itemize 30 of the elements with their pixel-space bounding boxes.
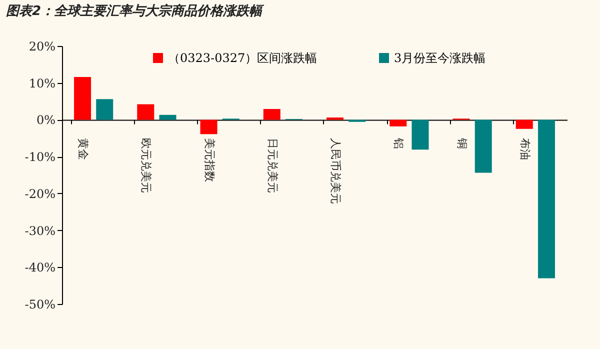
y-tick-label: 0% — [36, 113, 56, 128]
y-tick-label: 20% — [28, 40, 56, 54]
x-tick-label: 人民币兑美元 — [329, 138, 342, 204]
x-tick-label: 欧元兑美元 — [140, 138, 153, 194]
bar — [516, 120, 533, 129]
y-tick-label: -50% — [24, 298, 56, 312]
bar — [538, 120, 555, 278]
bar — [263, 109, 280, 120]
x-tick-label: 黄金 — [76, 138, 90, 160]
y-tick-label: -30% — [24, 224, 56, 238]
bar — [390, 120, 407, 126]
bar — [137, 104, 154, 120]
x-tick-label: 布油 — [518, 138, 532, 160]
legend-label: （0323-0327）区间涨跌幅 — [168, 51, 318, 65]
x-tick-label: 铜 — [455, 137, 468, 150]
y-tick-label: -10% — [24, 150, 56, 164]
bar — [200, 120, 218, 134]
bar — [159, 114, 176, 120]
bar — [74, 76, 92, 120]
chart-title: 图表2：全球主要汇率与大宗商品价格涨跌幅 — [6, 3, 266, 19]
bar — [474, 120, 492, 173]
x-tick-label: 铝 — [392, 137, 406, 150]
y-tick-label: 10% — [28, 76, 56, 90]
x-tick-label: 日元兑美元 — [266, 138, 279, 194]
bar — [96, 99, 114, 120]
legend-label: 3月份至今涨跌幅 — [394, 51, 486, 65]
bar — [412, 120, 429, 150]
y-tick-label: -40% — [24, 260, 56, 275]
y-tick-label: -20% — [24, 186, 56, 201]
x-tick-label: 美元指数 — [202, 138, 216, 182]
